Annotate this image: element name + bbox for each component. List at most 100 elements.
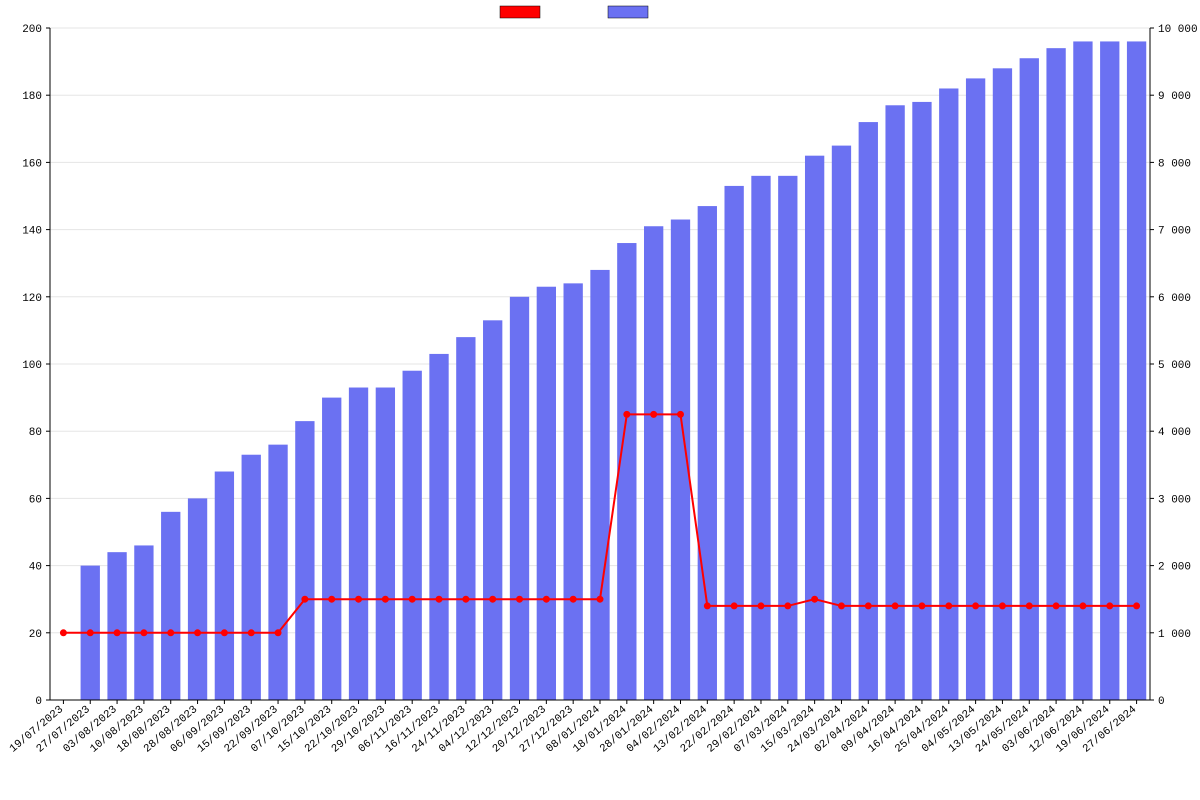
bar <box>376 388 395 700</box>
line-marker <box>785 603 791 609</box>
right-axis-tick-label: 3 000 <box>1158 494 1191 506</box>
line-marker <box>490 596 496 602</box>
bar <box>751 176 770 700</box>
bar <box>1127 41 1146 700</box>
bar <box>778 176 797 700</box>
line-marker <box>87 630 93 636</box>
line-marker <box>812 596 818 602</box>
legend-swatch-line <box>500 6 540 18</box>
line-marker <box>114 630 120 636</box>
bar <box>242 455 261 700</box>
line-marker <box>838 603 844 609</box>
line-marker <box>946 603 952 609</box>
right-axis-tick-label: 5 000 <box>1158 360 1191 372</box>
line-marker <box>704 603 710 609</box>
bar <box>456 337 475 700</box>
bar <box>1046 48 1065 700</box>
bar <box>859 122 878 700</box>
line-marker <box>677 411 683 417</box>
right-axis-tick-label: 1 000 <box>1158 629 1191 641</box>
bar <box>295 421 314 700</box>
line-marker <box>195 630 201 636</box>
bar <box>349 388 368 700</box>
left-axis-tick-label: 80 <box>29 427 42 439</box>
left-axis-tick-label: 200 <box>22 24 42 36</box>
bar <box>1100 41 1119 700</box>
bar <box>483 320 502 700</box>
line-marker <box>543 596 549 602</box>
line-marker <box>409 596 415 602</box>
line-marker <box>248 630 254 636</box>
right-axis-tick-label: 2 000 <box>1158 562 1191 574</box>
line-marker <box>865 603 871 609</box>
bar <box>590 270 609 700</box>
line-marker <box>221 630 227 636</box>
right-axis-tick-label: 10 000 <box>1158 24 1198 36</box>
left-axis-tick-label: 140 <box>22 226 42 238</box>
bar <box>698 206 717 700</box>
line-marker <box>463 596 469 602</box>
left-axis-tick-label: 60 <box>29 494 42 506</box>
bar <box>322 398 341 700</box>
line-marker <box>1080 603 1086 609</box>
left-axis-tick-label: 20 <box>29 629 42 641</box>
line-marker <box>356 596 362 602</box>
line-marker <box>60 630 66 636</box>
bar <box>832 146 851 700</box>
line-marker <box>597 596 603 602</box>
left-axis-tick-label: 120 <box>22 293 42 305</box>
bar <box>564 283 583 700</box>
line-marker <box>919 603 925 609</box>
chart-svg: 02040608010012014016018020001 0002 0003 … <box>0 0 1200 800</box>
line-marker <box>892 603 898 609</box>
bar <box>805 156 824 700</box>
line-marker <box>275 630 281 636</box>
line-marker <box>436 596 442 602</box>
bar <box>268 445 287 700</box>
bar <box>724 186 743 700</box>
line-marker <box>517 596 523 602</box>
line-marker <box>973 603 979 609</box>
bar <box>107 552 126 700</box>
left-axis-tick-label: 180 <box>22 91 42 103</box>
bar <box>134 545 153 700</box>
bar <box>403 371 422 700</box>
line-marker <box>570 596 576 602</box>
bar <box>188 498 207 700</box>
line-marker <box>141 630 147 636</box>
right-axis-tick-label: 9 000 <box>1158 91 1191 103</box>
line-marker <box>302 596 308 602</box>
bar <box>510 297 529 700</box>
right-axis-tick-label: 6 000 <box>1158 293 1191 305</box>
bar <box>161 512 180 700</box>
line-marker <box>651 411 657 417</box>
dual-axis-chart: 02040608010012014016018020001 0002 0003 … <box>0 0 1200 800</box>
bar <box>537 287 556 700</box>
bar <box>215 472 234 700</box>
left-axis-tick-label: 40 <box>29 562 42 574</box>
right-axis-tick-label: 4 000 <box>1158 427 1191 439</box>
bar <box>912 102 931 700</box>
line-marker <box>758 603 764 609</box>
legend-swatch-bar <box>608 6 648 18</box>
line-marker <box>382 596 388 602</box>
line-marker <box>329 596 335 602</box>
right-axis-tick-label: 8 000 <box>1158 158 1191 170</box>
line-marker <box>168 630 174 636</box>
bar <box>885 105 904 700</box>
line-marker <box>1053 603 1059 609</box>
bar <box>644 226 663 700</box>
bar <box>429 354 448 700</box>
bar <box>617 243 636 700</box>
line-marker <box>1107 603 1113 609</box>
line-marker <box>1134 603 1140 609</box>
line-marker <box>999 603 1005 609</box>
left-axis-tick-label: 0 <box>35 696 42 708</box>
bar <box>1073 41 1092 700</box>
left-axis-tick-label: 160 <box>22 158 42 170</box>
right-axis-tick-label: 0 <box>1158 696 1165 708</box>
line-marker <box>731 603 737 609</box>
line-marker <box>1026 603 1032 609</box>
line-marker <box>624 411 630 417</box>
right-axis-tick-label: 7 000 <box>1158 226 1191 238</box>
